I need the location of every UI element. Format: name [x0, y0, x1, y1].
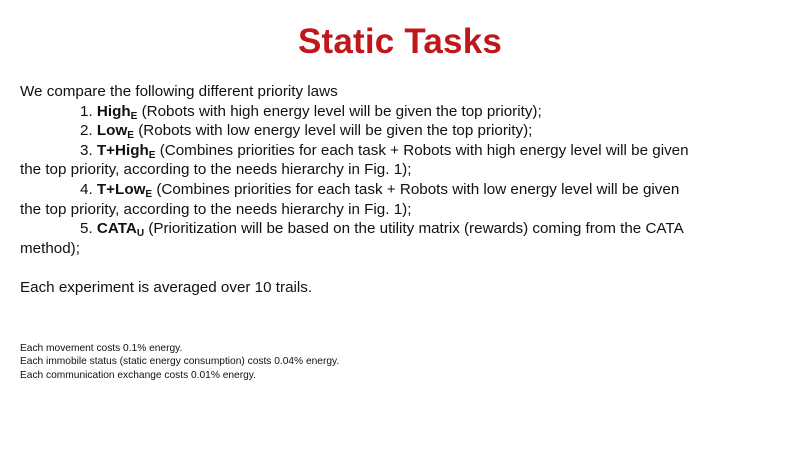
- energy-notes: Each movement costs 0.1% energy. Each im…: [20, 342, 339, 382]
- priority-law-item: 1. HighE (Robots with high energy level …: [20, 102, 790, 122]
- item-number: 2.: [80, 122, 93, 140]
- item-number: 5.: [80, 220, 93, 238]
- note-line: Each movement costs 0.1% energy.: [20, 343, 183, 354]
- law-subscript: U: [136, 228, 145, 240]
- item-number: 3.: [80, 141, 93, 159]
- law-subscript: E: [145, 188, 153, 200]
- law-description: (Robots with high energy level will be g…: [141, 102, 542, 120]
- priority-law-item: 4. T+LowE (Combines priorities for each …: [20, 180, 790, 200]
- note-line: Each communication exchange costs 0.01% …: [20, 369, 256, 381]
- law-description-continued: the top priority, according to the needs…: [20, 200, 412, 218]
- law-description-continued: the top priority, according to the needs…: [20, 161, 412, 179]
- law-description: (Combines priorities for each task + Rob…: [156, 180, 680, 198]
- law-description-continued: method);: [20, 239, 80, 257]
- law-description: (Robots with low energy level will be gi…: [138, 122, 533, 140]
- priority-law-item: 2. LowE (Robots with low energy level wi…: [20, 121, 790, 141]
- law-name: T+HighE: [96, 141, 156, 161]
- item-number: 4.: [80, 180, 93, 198]
- summary-text: Each experiment is averaged over 10 trai…: [20, 278, 313, 296]
- priority-law-item: 3. T+HighE (Combines priorities for each…: [20, 141, 790, 161]
- item-number: 1.: [80, 102, 93, 120]
- law-name: T+LowE: [96, 180, 153, 200]
- law-subscript: E: [148, 149, 156, 161]
- law-subscript: E: [127, 130, 134, 142]
- law-name: LowE: [96, 122, 134, 142]
- law-name: CATAU: [96, 220, 145, 240]
- law-subscript: E: [130, 110, 138, 122]
- slide-title: Static Tasks: [297, 22, 503, 61]
- priority-law-item: 5. CATAU (Prioritization will be based o…: [20, 219, 790, 239]
- intro-text: We compare the following different prior…: [20, 83, 338, 100]
- slide-body: We compare the following different prior…: [20, 82, 790, 298]
- law-name: HighE: [96, 102, 138, 122]
- law-description: (Combines priorities for each task + Rob…: [159, 141, 689, 159]
- note-line: Each immobile status (static energy cons…: [20, 356, 340, 368]
- law-description: (Prioritization will be based on the uti…: [148, 220, 684, 238]
- spacer: [20, 258, 790, 278]
